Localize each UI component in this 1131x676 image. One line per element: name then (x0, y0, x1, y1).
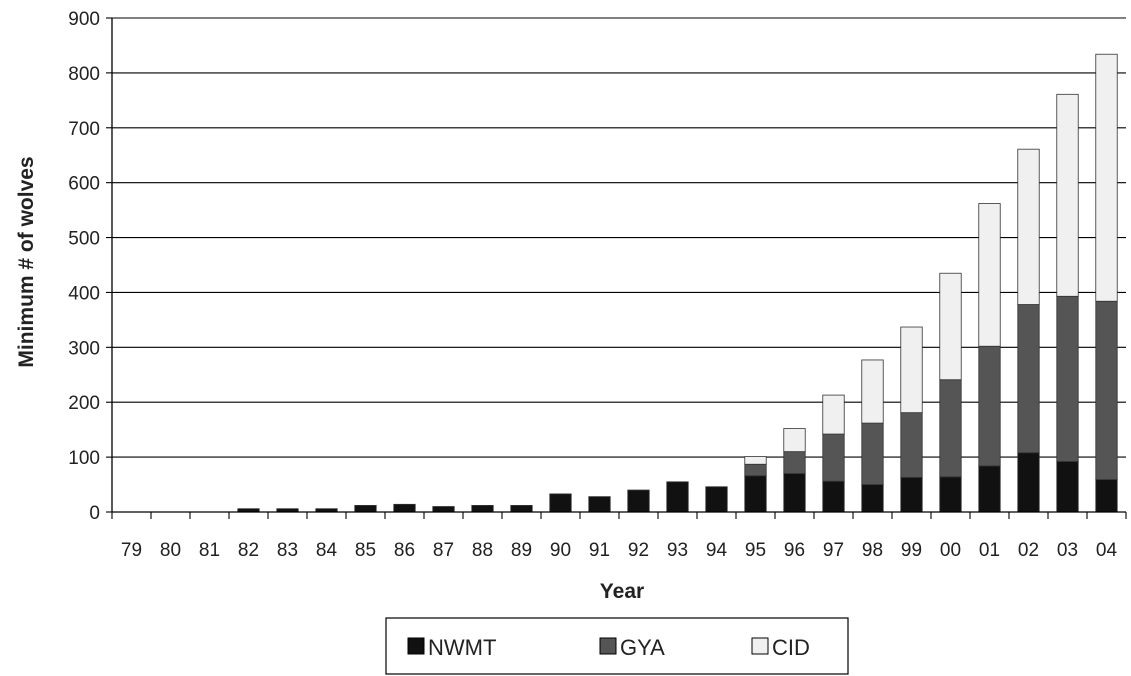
bar-nwmt-98 (861, 484, 884, 513)
x-axis-title: Year (600, 580, 644, 603)
x-tick-label: 00 (940, 540, 961, 561)
x-tick-label: 99 (901, 540, 922, 561)
x-tick-label: 88 (472, 540, 493, 561)
bar-nwmt-96 (783, 473, 806, 513)
bar-nwmt-91 (588, 496, 611, 513)
bar-gya-97 (822, 433, 845, 482)
bar-gya-01 (978, 345, 1001, 467)
x-tick-label: 89 (511, 540, 532, 561)
bar-gya-99 (900, 412, 923, 478)
x-tick-label: 86 (394, 540, 415, 561)
bar-nwmt-89 (510, 505, 533, 513)
bar-nwmt-99 (900, 477, 923, 513)
x-tick-label: 79 (121, 540, 142, 561)
x-tick-label: 81 (199, 540, 220, 561)
x-tick-label: 85 (355, 540, 376, 561)
y-tick-label: 800 (68, 64, 100, 85)
x-tick-label: 98 (862, 540, 883, 561)
bars (237, 53, 1118, 513)
x-tick-label: 83 (277, 540, 298, 561)
bar-nwmt-97 (822, 480, 845, 513)
bar-cid-95 (744, 456, 767, 465)
x-tick-label: 95 (745, 540, 766, 561)
y-tick-label: 700 (68, 119, 100, 140)
x-tick-label: 01 (979, 540, 1000, 561)
legend-label-gya: GYA (620, 635, 665, 660)
y-tick-label: 600 (68, 174, 100, 195)
y-tick-label: 400 (68, 283, 100, 304)
y-tick-label: 900 (68, 9, 100, 30)
bar-nwmt-00 (939, 476, 962, 513)
y-tick-label: 500 (68, 229, 100, 250)
x-tick-label: 96 (784, 540, 805, 561)
bar-gya-03 (1056, 295, 1079, 462)
bar-gya-00 (939, 379, 962, 478)
legend-swatch-cid (751, 637, 769, 655)
bar-cid-02 (1017, 148, 1040, 305)
bar-cid-99 (900, 326, 923, 414)
bar-nwmt-93 (666, 481, 689, 513)
bar-cid-96 (783, 428, 806, 453)
x-tick-label: 02 (1018, 540, 1039, 561)
bar-nwmt-87 (432, 506, 455, 513)
x-tick-label: 87 (433, 540, 454, 561)
y-tick-label: 100 (68, 448, 100, 469)
y-axis-title: Minimum # of wolves (15, 156, 38, 367)
bar-nwmt-95 (744, 475, 767, 513)
bar-nwmt-86 (393, 503, 416, 513)
bar-nwmt-04 (1095, 479, 1118, 513)
legend-swatch-nwmt (407, 637, 425, 655)
x-tick-label: 92 (628, 540, 649, 561)
y-tick-label: 0 (89, 503, 100, 524)
x-tick-label: 91 (589, 540, 610, 561)
bar-cid-98 (861, 359, 884, 424)
legend-box (385, 617, 849, 675)
bar-nwmt-90 (549, 493, 572, 513)
bar-nwmt-85 (354, 505, 377, 513)
legend-label-cid: CID (772, 635, 810, 660)
legend-label-nwmt: NWMT (428, 635, 496, 660)
x-tick-label: 04 (1096, 540, 1118, 561)
x-tick-label: 80 (160, 540, 181, 561)
bar-gya-95 (744, 463, 767, 477)
legend-swatch-gya (599, 637, 617, 655)
bar-gya-04 (1095, 300, 1118, 481)
bar-nwmt-92 (627, 489, 650, 513)
x-tick-label: 94 (706, 540, 728, 561)
y-tick-label: 200 (68, 393, 100, 414)
bar-nwmt-01 (978, 465, 1001, 513)
bar-cid-01 (978, 203, 1001, 347)
x-tick-label: 97 (823, 540, 844, 561)
bar-nwmt-88 (471, 505, 494, 513)
bar-cid-03 (1056, 93, 1079, 297)
legend: NWMT GYA CID (385, 617, 849, 675)
bar-nwmt-94 (705, 486, 728, 513)
bar-nwmt-03 (1056, 461, 1079, 513)
gridlines (112, 17, 1126, 458)
bar-gya-02 (1017, 304, 1040, 454)
x-tick-label: 84 (316, 540, 338, 561)
y-tick-label: 300 (68, 338, 100, 359)
bar-nwmt-02 (1017, 452, 1040, 513)
bar-cid-97 (822, 394, 845, 435)
x-tick-label: 93 (667, 540, 688, 561)
bar-gya-98 (861, 422, 884, 485)
bar-cid-04 (1095, 53, 1118, 302)
x-tick-label: 90 (550, 540, 571, 561)
x-tick-label: 82 (238, 540, 259, 561)
bar-cid-00 (939, 272, 962, 381)
x-tick-label: 03 (1057, 540, 1078, 561)
bar-gya-96 (783, 451, 806, 474)
